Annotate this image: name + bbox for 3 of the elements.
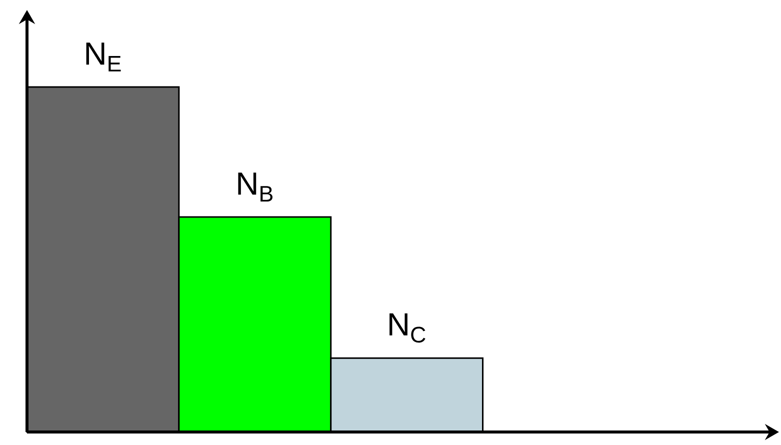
x-tick-label: N$_{C}$: [390, 313, 426, 343]
x-tick-label: N$_{E}$: [86, 42, 121, 72]
x-tick-label: N$_{B}$: [238, 172, 272, 202]
